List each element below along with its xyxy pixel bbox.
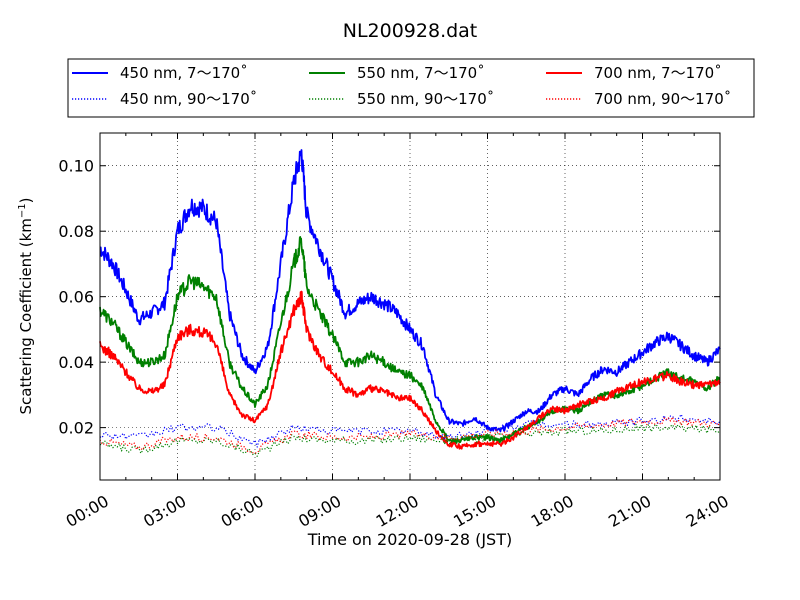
- y-tick-label: 0.06: [58, 288, 94, 307]
- x-tick-label: 06:00: [218, 491, 267, 531]
- series-line-0: [99, 149, 721, 433]
- y-axis-label: Scattering Coefficient (km−1): [17, 197, 35, 414]
- chart-title: NL200928.dat: [343, 20, 478, 42]
- y-axis-label-close: ): [17, 197, 35, 203]
- legend-box: [67, 58, 755, 118]
- series-line-2: [99, 290, 721, 450]
- y-tick-label: 0.10: [58, 157, 94, 176]
- y-tick-label: 0.02: [58, 419, 94, 438]
- x-tick-label: 09:00: [295, 491, 344, 531]
- x-tick-label: 18:00: [528, 491, 577, 531]
- y-axis-label-main: Scattering Coefficient (km: [17, 218, 35, 414]
- grid: [100, 133, 720, 480]
- x-tick-label: 15:00: [450, 491, 499, 531]
- x-tick-label: 21:00: [605, 491, 654, 531]
- legend-label-4: 550 nm, 90～170˚: [357, 90, 494, 108]
- legend-label-5: 700 nm, 90～170˚: [594, 90, 731, 108]
- x-axis-label: Time on 2020-09-28 (JST): [307, 530, 512, 549]
- legend-label-0: 450 nm, 7～170˚: [120, 64, 248, 82]
- x-tick-label: 24:00: [683, 491, 732, 531]
- legend-label-3: 450 nm, 90～170˚: [120, 90, 257, 108]
- legend-label-2: 700 nm, 7～170˚: [594, 64, 722, 82]
- y-axis-label-exponent: −1: [17, 203, 28, 218]
- y-tick-label: 0.04: [58, 353, 94, 372]
- series-line-4: [99, 423, 721, 457]
- series-line-1: [99, 235, 721, 445]
- plot-area: [100, 133, 720, 480]
- series-line-3: [99, 413, 721, 448]
- x-tick-label: 03:00: [140, 491, 189, 531]
- y-tick-label: 0.08: [58, 222, 94, 241]
- x-tick-label: 12:00: [373, 491, 422, 531]
- legend-label-1: 550 nm, 7～170˚: [357, 64, 485, 82]
- x-tick-label: 00:00: [63, 491, 112, 531]
- legend: 450 nm, 7～170˚ 550 nm, 7～170˚ 700 nm, 7～17…: [72, 64, 731, 108]
- series-lines: [99, 149, 721, 457]
